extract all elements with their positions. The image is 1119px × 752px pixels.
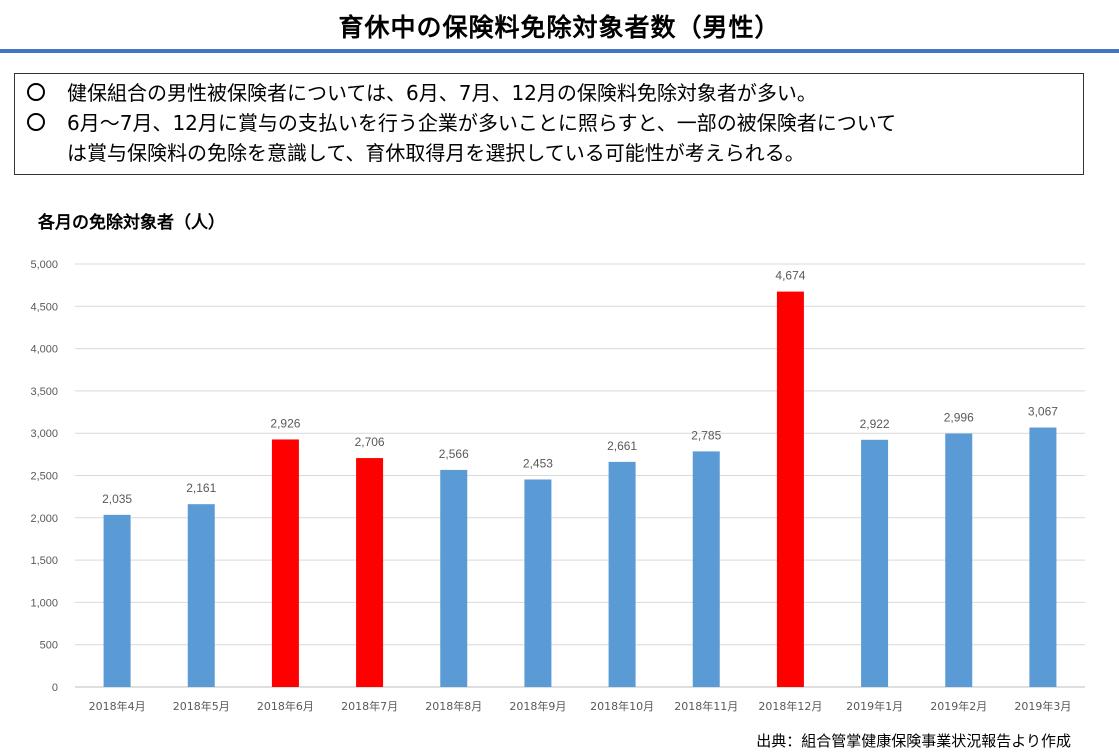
y-tick-label: 3,500 <box>30 386 58 398</box>
bar <box>1029 427 1057 687</box>
y-tick-label: 0 <box>52 682 58 694</box>
summary-line-3: は賞与保険料の免除を意識して、育休取得月を選択している可能性が考えられる。 <box>27 138 1071 168</box>
x-tick-label: 2019年2月 <box>930 699 987 713</box>
x-tick-label: 2019年3月 <box>1014 699 1071 713</box>
title-rule <box>0 49 1119 53</box>
y-tick-label: 4,000 <box>30 344 58 356</box>
y-tick-label: 4,500 <box>30 301 58 313</box>
source-note: 出典：組合管掌健康保険事業状況報告より作成 <box>756 732 1071 750</box>
y-tick-label: 5,000 <box>30 259 58 271</box>
y-tick-label: 1,000 <box>30 597 58 609</box>
data-label: 2,996 <box>944 411 974 425</box>
bar <box>271 439 299 687</box>
bar <box>861 439 889 687</box>
data-label: 2,785 <box>691 428 721 442</box>
data-label: 2,706 <box>355 435 385 449</box>
y-tick-label: 2,000 <box>30 513 58 525</box>
circle-bullet-icon <box>27 83 45 101</box>
page-title: 育休中の保険料免除対象者数（男性） <box>338 13 781 42</box>
chart-title: 各月の免除対象者（人） <box>38 213 225 233</box>
bar <box>440 469 468 687</box>
bar <box>103 514 131 687</box>
data-label: 2,926 <box>270 416 300 430</box>
summary-line-1: 健保組合の男性被保険者については、6月、7月、12月の保険料免除対象者が多い。 <box>27 78 1071 108</box>
data-label: 4,674 <box>775 269 805 283</box>
bar <box>187 504 215 687</box>
data-label: 3,067 <box>1028 405 1058 419</box>
bar <box>356 458 384 687</box>
summary-text-1: 健保組合の男性被保険者については、6月、7月、12月の保険料免除対象者が多い。 <box>67 81 817 105</box>
data-label: 2,035 <box>102 492 132 506</box>
x-tick-label: 2018年5月 <box>173 699 230 713</box>
summary-text-3: は賞与保険料の免除を意識して、育休取得月を選択している可能性が考えられる。 <box>67 141 805 165</box>
bar-chart: 0 500 1,000 1,500 2,000 2,500 3,000 3,500 4,000 4… <box>30 259 1085 713</box>
bar <box>524 479 552 687</box>
summary-box: 健保組合の男性被保険者については、6月、7月、12月の保険料免除対象者が多い。 … <box>14 73 1084 175</box>
x-tick-label: 2018年6月 <box>257 699 314 713</box>
bar <box>692 451 720 687</box>
y-tick-label: 500 <box>40 640 58 652</box>
y-tick-label: 3,000 <box>30 428 58 440</box>
y-tick-label: 2,500 <box>30 471 58 483</box>
x-tick-label: 2018年12月 <box>758 699 822 713</box>
summary-text-2: 6月～7月、12月に賞与の支払いを行う企業が多いことに照らすと、一部の被保険者に… <box>67 111 897 135</box>
x-tick-label: 2018年8月 <box>425 699 482 713</box>
x-tick-label: 2018年4月 <box>89 699 146 713</box>
x-tick-label: 2018年7月 <box>341 699 398 713</box>
y-tick-label: 1,500 <box>30 555 58 567</box>
data-label: 2,922 <box>860 417 890 431</box>
data-label: 2,161 <box>186 481 216 495</box>
x-tick-label: 2018年10月 <box>590 699 654 713</box>
data-label: 2,661 <box>607 439 637 453</box>
x-tick-label: 2018年9月 <box>509 699 566 713</box>
bar <box>608 461 636 687</box>
summary-line-2: 6月～7月、12月に賞与の支払いを行う企業が多いことに照らすと、一部の被保険者に… <box>27 108 1071 138</box>
bar <box>945 433 973 687</box>
data-label: 2,566 <box>439 447 469 461</box>
x-tick-label: 2019年1月 <box>846 699 903 713</box>
x-tick-label: 2018年11月 <box>674 699 738 713</box>
circle-bullet-icon <box>27 113 45 131</box>
data-label: 2,453 <box>523 456 553 470</box>
bar <box>776 291 804 687</box>
